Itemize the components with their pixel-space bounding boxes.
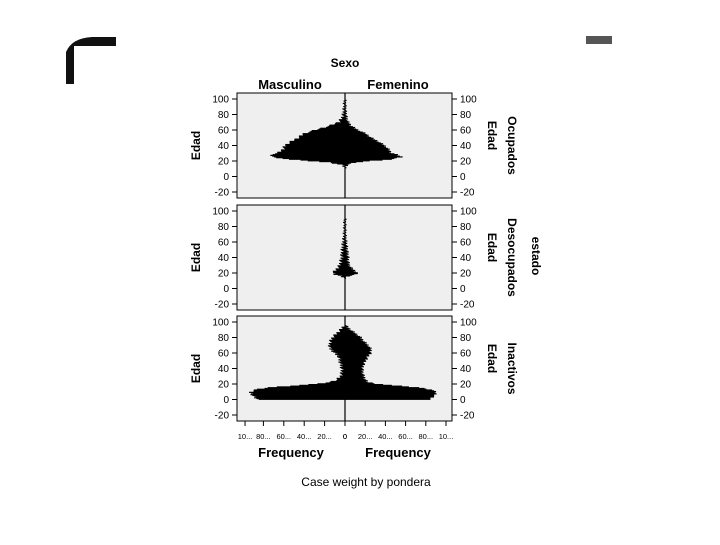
x-tick-label-right: 80...	[419, 432, 434, 441]
y-tick-label-left: 20	[218, 269, 230, 280]
column-header-masculino: Masculino	[258, 77, 322, 92]
x-tick-label-right: 0	[343, 432, 347, 441]
y-tick-label-right: -20	[460, 411, 475, 422]
y-tick-label-left: -20	[215, 188, 230, 199]
y-tick-label-left: -20	[215, 411, 230, 422]
y-tick-label-right: 20	[460, 269, 472, 280]
y-tick-label-right: 100	[460, 207, 477, 218]
y-tick-label-left: 60	[218, 349, 230, 360]
y-tick-label-left: 80	[218, 110, 230, 121]
y-tick-label-left: 0	[223, 172, 229, 183]
x-tick-label-left: 80...	[256, 432, 271, 441]
y-tick-label-left: 40	[218, 364, 230, 375]
x-tick-label-left: 40...	[297, 432, 312, 441]
corner-artifact-white	[74, 46, 122, 86]
y-tick-label-right: -20	[460, 188, 475, 199]
row-label-desocupados: Desocupados	[505, 218, 519, 297]
y-tick-label-left: 100	[212, 318, 229, 329]
y-tick-label-left: 20	[218, 157, 230, 168]
x-tick-label-left: 20...	[317, 432, 332, 441]
y-tick-label-right: 40	[460, 364, 472, 375]
y-tick-label-right: 60	[460, 349, 472, 360]
y-axis-label-right: Edad	[485, 344, 499, 373]
x-tick-label-left: 10...	[238, 432, 253, 441]
x-axis-label-right: Frequency	[365, 445, 432, 460]
footnote: Case weight by pondera	[301, 475, 431, 489]
y-tick-label-left: 0	[223, 284, 229, 295]
x-tick-label-right: 60...	[398, 432, 413, 441]
y-tick-label-left: 20	[218, 380, 230, 391]
y-tick-label-left: 40	[218, 253, 230, 264]
y-axis-label-right: Edad	[485, 233, 499, 262]
panel-desocupados: 100 100 80 80 60 60 40 40 20 20 0 0 -20 -20 Edad Desocu…	[189, 205, 519, 311]
y-tick-label-left: 60	[218, 238, 230, 249]
y-tick-label-right: 40	[460, 253, 472, 264]
y-axis-label-left: Edad	[189, 131, 203, 160]
row-label-ocupados: Ocupados	[505, 116, 519, 175]
y-tick-label-right: 60	[460, 126, 472, 137]
y-tick-label-left: 0	[223, 395, 229, 406]
x-tick-label-left: 60...	[277, 432, 292, 441]
y-tick-label-right: -20	[460, 300, 475, 311]
y-tick-label-left: 100	[212, 207, 229, 218]
y-tick-label-right: 20	[460, 380, 472, 391]
y-tick-label-right: 0	[460, 395, 466, 406]
y-tick-label-right: 100	[460, 95, 477, 106]
row-variable-label: estado	[529, 237, 543, 276]
panel-ocupados: 100 100 80 80 60 60 40 40 20 20 0 0 -20 -20 Edad Ocupad…	[189, 93, 519, 199]
x-tick-label-right: 10...	[439, 432, 454, 441]
y-axis-label-right: Edad	[485, 121, 499, 150]
y-axis-label-left: Edad	[189, 243, 203, 272]
y-tick-label-left: 60	[218, 126, 230, 137]
column-header-femenino: Femenino	[367, 77, 428, 92]
x-tick-label-right: 20...	[358, 432, 373, 441]
panel-inactivos: 100 100 80 80 60 60 40 40 20 20 0 0 -20 -20 Edad Inacti…	[189, 316, 519, 422]
y-tick-label-right: 0	[460, 172, 466, 183]
y-tick-label-right: 100	[460, 318, 477, 329]
y-tick-label-left: -20	[215, 300, 230, 311]
y-tick-label-left: 100	[212, 95, 229, 106]
y-tick-label-right: 40	[460, 141, 472, 152]
x-axis-label-left: Frequency	[258, 445, 325, 460]
corner-artifact-right	[586, 36, 612, 44]
y-tick-label-right: 80	[460, 222, 472, 233]
x-tick-label-right: 40...	[378, 432, 393, 441]
y-tick-label-right: 60	[460, 238, 472, 249]
y-tick-label-left: 40	[218, 141, 230, 152]
row-label-inactivos: Inactivos	[505, 342, 519, 394]
y-tick-label-right: 80	[460, 110, 472, 121]
y-tick-label-left: 80	[218, 222, 230, 233]
y-tick-label-right: 80	[460, 333, 472, 344]
y-tick-label-right: 20	[460, 157, 472, 168]
y-axis-label-left: Edad	[189, 354, 203, 383]
chart-title: Sexo	[331, 56, 360, 70]
panels-group: 100 100 80 80 60 60 40 40 20 20 0 0 -20 -20 Edad Ocupad…	[189, 93, 519, 441]
y-tick-label-left: 80	[218, 333, 230, 344]
y-tick-label-right: 0	[460, 284, 466, 295]
